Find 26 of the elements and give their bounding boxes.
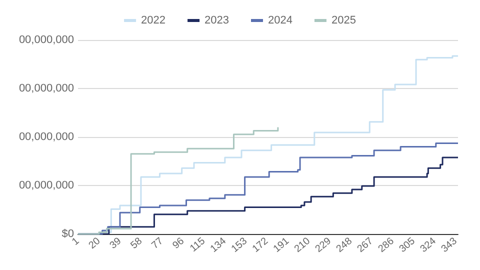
legend-label: 2024 (268, 14, 292, 26)
x-tick-label: 134 (208, 236, 229, 255)
text: 00,000,000 (18, 34, 74, 46)
x-tick-label: 153 (230, 236, 250, 255)
x-tick-label: 58 (128, 236, 145, 252)
x-tick-label: 286 (376, 236, 397, 255)
x-tick-label: 267 (356, 236, 376, 255)
x-tick-label: 115 (188, 236, 208, 254)
x-tick-label: 210 (292, 236, 313, 255)
x-tick-label: 191 (272, 236, 292, 255)
x-tick-label: 77 (150, 236, 166, 252)
x-tick-label: 172 (250, 236, 271, 255)
x-tick-label: 96 (170, 236, 187, 252)
text: 00,000,000 (18, 82, 74, 94)
x-tick-label: 343 (439, 236, 460, 255)
x-tick-label: 39 (108, 236, 124, 252)
legend-label: 2022 (141, 14, 166, 26)
x-tick-label: 248 (334, 236, 355, 255)
x-tick-label: 229 (314, 236, 334, 255)
legend-label: 2023 (204, 14, 230, 26)
x-tick-label: 20 (86, 236, 103, 252)
x-tick-label: 324 (418, 236, 439, 255)
legend-label: 2025 (331, 14, 356, 26)
x-tick-label: 305 (397, 236, 418, 255)
text: 00,000,000 (18, 131, 74, 143)
text: 00,000,000 (18, 180, 74, 192)
